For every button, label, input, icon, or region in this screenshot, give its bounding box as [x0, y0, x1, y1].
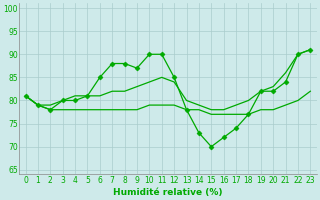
X-axis label: Humidité relative (%): Humidité relative (%) — [113, 188, 223, 197]
